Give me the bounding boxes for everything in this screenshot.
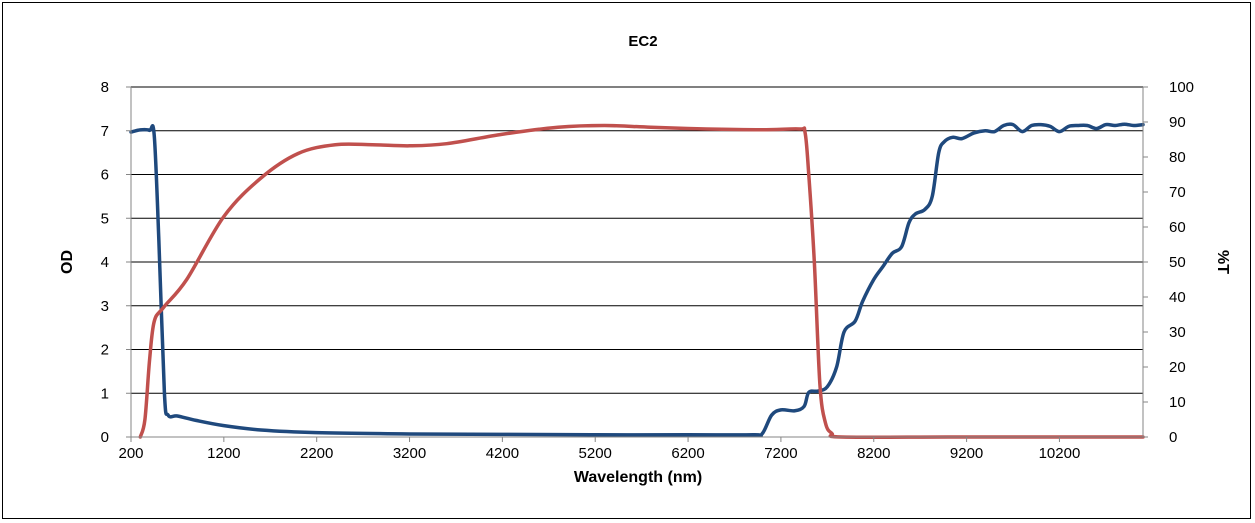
x-tick-label-7: 7200 [764, 445, 797, 462]
series-line-1 [140, 126, 1143, 438]
y-tick-label-7: 7 [101, 123, 109, 140]
y2-tick-label-7: 70 [1169, 184, 1186, 201]
x-tick-label-3: 3200 [393, 445, 426, 462]
y-tick-label-2: 2 [101, 342, 109, 359]
y2-axis-label: %T [1214, 250, 1231, 274]
x-tick-label-10: 10200 [1039, 445, 1081, 462]
y2-tick-label-5: 50 [1169, 254, 1186, 271]
y2-tick-label-9: 90 [1169, 114, 1186, 131]
x-tick-label-1: 1200 [207, 445, 240, 462]
axes [126, 87, 1148, 442]
y-tick-label-1: 1 [101, 385, 109, 402]
x-tick-label-6: 6200 [671, 445, 704, 462]
y2-tick-label-0: 0 [1169, 429, 1177, 446]
y-tick-label-8: 8 [101, 79, 109, 96]
x-tick-label-2: 2200 [300, 445, 333, 462]
chart-title: EC2 [628, 33, 657, 50]
y-tick-label-0: 0 [101, 429, 109, 446]
y-axis-label: OD [59, 250, 76, 274]
y2-tick-label-6: 60 [1169, 219, 1186, 236]
y2-tick-label-4: 40 [1169, 289, 1186, 306]
x-tick-label-4: 4200 [486, 445, 519, 462]
y2-tick-label-3: 30 [1169, 324, 1186, 341]
y-tick-label-4: 4 [101, 254, 109, 271]
series-layer [131, 124, 1143, 437]
x-tick-label-0: 200 [118, 445, 143, 462]
x-axis-label: Wavelength (nm) [574, 469, 702, 486]
x-tick-label-5: 5200 [579, 445, 612, 462]
y-tick-label-6: 6 [101, 167, 109, 184]
y2-tick-label-1: 10 [1169, 394, 1186, 411]
y2-tick-label-10: 100 [1169, 79, 1194, 96]
x-tick-label-9: 9200 [950, 445, 983, 462]
y-tick-label-3: 3 [101, 298, 109, 315]
x-tick-label-8: 8200 [857, 445, 890, 462]
y-tick-label-5: 5 [101, 210, 109, 227]
series-line-0 [131, 124, 1143, 435]
y2-tick-label-8: 80 [1169, 149, 1186, 166]
y2-tick-label-2: 20 [1169, 359, 1186, 376]
